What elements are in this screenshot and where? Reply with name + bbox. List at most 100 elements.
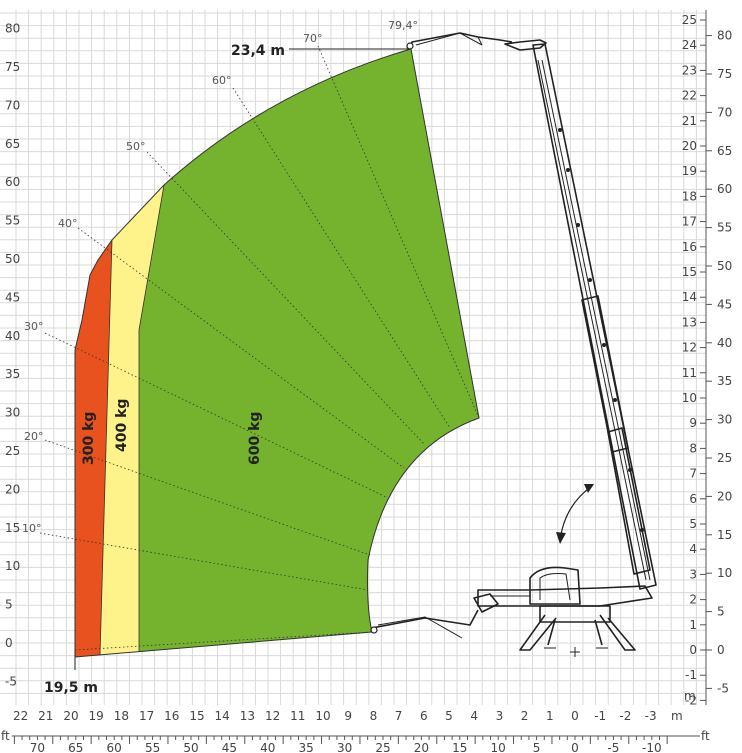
main-boom	[532, 43, 657, 590]
bottom-ft-tick-label: 5	[533, 741, 541, 753]
origin-cross-icon	[570, 647, 580, 657]
right-m-tick-label: 20	[682, 139, 697, 153]
right-m-tick-label: 11	[682, 366, 697, 380]
bottom-ft-tick-label: 15	[452, 741, 467, 753]
left-ft-tick-label: 5	[5, 598, 13, 612]
right-m-tick-label: 8	[689, 441, 697, 455]
right-ft-tick-label: 40	[717, 336, 732, 350]
rotation-arrow-icon	[559, 485, 593, 541]
ray-40	[77, 227, 405, 469]
angle-label-30: 30°	[24, 320, 44, 333]
right-m-tick-label: 14	[682, 290, 697, 304]
right-m-tick-label: 13	[682, 315, 697, 329]
right-m-tick-label: 25	[682, 13, 697, 27]
bottom-m-tick-label: 2	[521, 709, 529, 723]
right-m-tick-label: 17	[682, 215, 697, 229]
machine-drawing	[370, 32, 657, 657]
bottom-m-tick-label: 14	[215, 709, 230, 723]
right-m-tick-label: 15	[682, 265, 697, 279]
right-ft-tick-label: 20	[717, 489, 732, 503]
bottom-m-tick-label: 9	[344, 709, 352, 723]
bottom-ft-unit: ft	[701, 729, 710, 743]
right-ft-tick-label: 25	[717, 451, 732, 465]
right-ft-tick-label: 55	[717, 221, 732, 235]
left-ft-tick-label: 15	[5, 521, 20, 535]
bottom-ft-tick-label: -5	[607, 741, 619, 753]
left-ft-tick-label: 45	[5, 290, 20, 304]
angle-label-70: 70°	[303, 32, 323, 45]
boom-section	[607, 427, 651, 575]
angle-label-60: 60°	[212, 74, 232, 87]
angle-label-20: 20°	[24, 430, 44, 443]
right-m-tick-label: -2	[685, 693, 697, 707]
boom-section	[581, 295, 629, 453]
bottom-ft-tick-label: 45	[222, 741, 237, 753]
bottom-m-tick-label: 22	[13, 709, 28, 723]
bottom-ft-tick-label: -10	[642, 741, 662, 753]
outrigger-left	[519, 614, 557, 651]
right-m-tick-label: 7	[689, 467, 697, 481]
bottom-m-tick-label: 11	[290, 709, 305, 723]
left-ft-tick-label: 25	[5, 444, 20, 458]
right-ft-tick-label: -5	[717, 681, 729, 695]
zone-400kg	[100, 185, 164, 655]
zone-label-600kg: 600 kg	[247, 412, 263, 465]
right-m-tick-label: 10	[682, 391, 697, 405]
right-ft-tick-label: 10	[717, 566, 732, 580]
angle-label-40: 40°	[58, 217, 78, 230]
bottom-ft-tick-label: 50	[183, 741, 198, 753]
chassis	[477, 585, 653, 607]
bottom-m-tick-label: 8	[370, 709, 378, 723]
left-ft-unit: ft	[1, 729, 10, 743]
right-ft-tick-label: 15	[717, 528, 732, 542]
right-m-tick-label: 9	[689, 416, 697, 430]
bottom-m-tick-label: -2	[619, 709, 631, 723]
right-m-tick-label: -1	[685, 668, 697, 682]
bottom-m-tick-label: 19	[89, 709, 104, 723]
right-m-tick-label: 4	[689, 542, 697, 556]
max-height-label: 23,4 m	[231, 43, 285, 59]
bottom-m-tick-label: 6	[420, 709, 428, 723]
bottom-m-tick-label: 3	[496, 709, 504, 723]
zone-600kg	[139, 49, 479, 652]
angle-label-10: 10°	[22, 522, 42, 535]
right-m-unit: m	[684, 689, 696, 703]
zone-divider	[99, 239, 113, 656]
bottom-m-tick-label: -3	[645, 709, 657, 723]
left-ft-tick-label: 55	[5, 214, 20, 228]
bottom-m-tick-label: 21	[38, 709, 53, 723]
upper-jib	[410, 32, 513, 50]
bottom-m-tick-label: 5	[445, 709, 453, 723]
angle-label-group: 10° 20° 30° 40° 50° 60° 70° 79,4°	[22, 19, 418, 535]
left-ft-tick-label: 75	[5, 60, 20, 74]
right-m-tick-label: 12	[682, 341, 697, 355]
right-m-tick-label: 0	[689, 643, 697, 657]
bottom-ft-tick-label: 0	[571, 741, 579, 753]
right-m-tick-label: 21	[682, 114, 697, 128]
bottom-m-tick-label: 0	[571, 709, 579, 723]
angle-label-max: 79,4°	[388, 19, 418, 32]
right-m-tick-label: 6	[689, 492, 697, 506]
outrigger-center	[547, 619, 603, 646]
right-m-tick-label: 2	[689, 593, 697, 607]
angle-label-50: 50°	[126, 140, 146, 153]
track-unit	[539, 605, 611, 623]
right-ft-tick-label: 5	[717, 605, 725, 619]
zone-base-line	[74, 631, 373, 658]
zone-label-400kg: 400 kg	[114, 399, 130, 452]
left-ft-tick-label: 30	[5, 406, 20, 420]
right-ft-tick-label: 45	[717, 297, 732, 311]
right-ft-tick-label: 30	[717, 413, 732, 427]
right-m-tick-label: 3	[689, 567, 697, 581]
right-m-tick-label: 16	[682, 240, 697, 254]
zone-divider	[138, 184, 165, 331]
right-m-tick-label: 23	[682, 63, 697, 77]
right-ft-tick-label: 70	[717, 105, 732, 119]
ray-50	[146, 151, 426, 446]
bottom-m-tick-label: 20	[63, 709, 78, 723]
left-ft-tick-label: 70	[5, 98, 20, 112]
left-ft-tick-label: 0	[5, 636, 13, 650]
right-m-tick-label: 5	[689, 517, 697, 531]
right-ft-tick-label: 0	[717, 643, 725, 657]
